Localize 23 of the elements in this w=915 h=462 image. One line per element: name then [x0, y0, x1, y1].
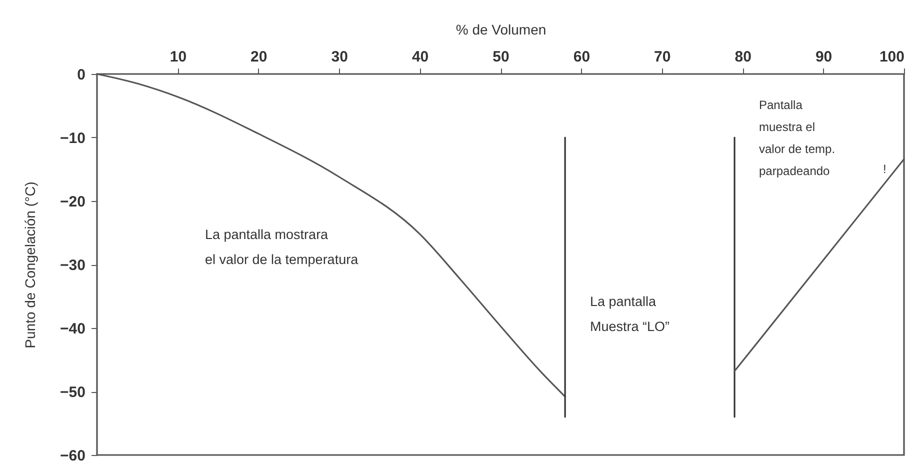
- y-tick-label: −50: [60, 384, 86, 401]
- x-tick-label: 50: [492, 48, 510, 66]
- annotation: La pantalla Muestra “LO”: [590, 294, 670, 334]
- x-tick-label: 20: [250, 48, 268, 66]
- x-tick-label: 70: [654, 48, 671, 66]
- x-tick-label: 100: [879, 48, 904, 66]
- annotation: La pantalla mostrara el valor de la temperatura: [205, 227, 359, 267]
- x-tick-label: 10: [170, 48, 187, 66]
- x-tick-label: 30: [331, 48, 348, 66]
- y-axis-title: Punto de Congelación (°C): [22, 182, 38, 348]
- x-tick-label: 80: [734, 48, 752, 66]
- y-tick-label: −60: [60, 448, 86, 462]
- y-tick-label: −40: [60, 320, 86, 338]
- x-axis-title: % de Volumen: [456, 22, 546, 38]
- x-tick-label: 90: [815, 48, 832, 66]
- y-tick-label: −10: [60, 130, 86, 147]
- annotation: !: [883, 162, 886, 176]
- y-tick-label: 0: [77, 66, 86, 84]
- annotation: Pantalla muestra el valor de temp. parpadeando: [759, 98, 836, 178]
- y-tick-label: −30: [60, 257, 86, 274]
- x-tick-label: 60: [573, 48, 590, 66]
- x-tick-label: 40: [412, 48, 429, 66]
- y-tick-label: −20: [60, 194, 86, 210]
